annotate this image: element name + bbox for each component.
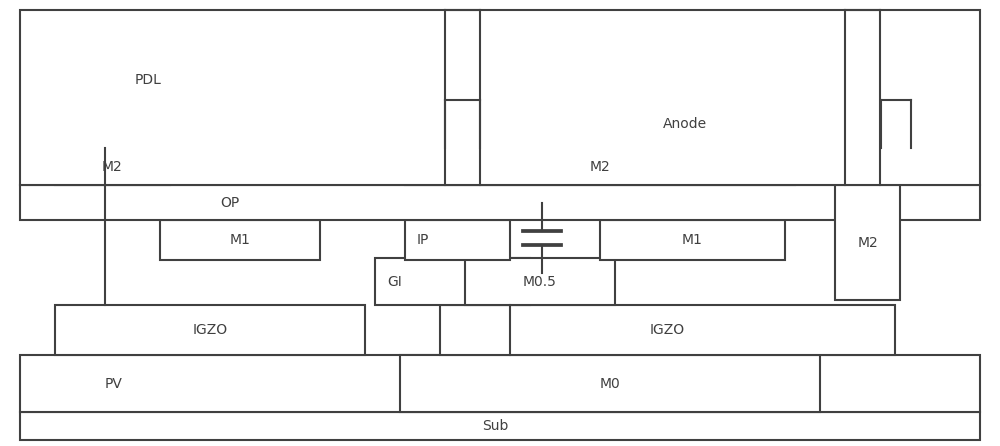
Bar xyxy=(375,258,530,305)
Bar xyxy=(55,148,170,185)
Bar xyxy=(405,220,510,260)
Text: Sub: Sub xyxy=(482,419,508,433)
Text: M1: M1 xyxy=(682,233,702,247)
Bar xyxy=(55,305,365,355)
Text: PDL: PDL xyxy=(135,73,162,87)
Bar xyxy=(835,185,900,300)
Bar xyxy=(20,185,980,220)
Text: M1: M1 xyxy=(230,233,250,247)
Bar xyxy=(465,258,615,305)
Bar xyxy=(440,305,895,355)
Text: M0: M0 xyxy=(600,377,620,391)
Bar xyxy=(160,220,320,260)
Text: OP: OP xyxy=(220,196,239,210)
Text: M2: M2 xyxy=(102,160,122,174)
Text: M0.5: M0.5 xyxy=(523,275,557,289)
Bar xyxy=(405,148,795,185)
Text: IGZO: IGZO xyxy=(192,323,228,337)
Text: PV: PV xyxy=(105,377,123,391)
Text: GI: GI xyxy=(387,275,402,289)
Text: IGZO: IGZO xyxy=(649,323,685,337)
Text: M2: M2 xyxy=(858,236,878,250)
Bar xyxy=(400,355,820,412)
Text: Anode: Anode xyxy=(663,117,707,131)
Bar xyxy=(445,100,925,148)
Text: IP: IP xyxy=(417,233,429,247)
Bar xyxy=(20,412,980,440)
Bar xyxy=(20,10,980,185)
Bar xyxy=(600,220,785,260)
Bar xyxy=(20,355,980,412)
Text: M2: M2 xyxy=(590,160,610,174)
